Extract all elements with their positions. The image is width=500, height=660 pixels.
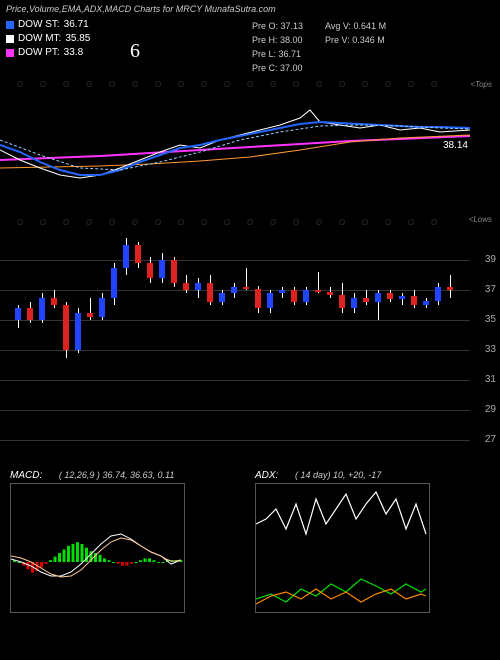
- macd-label: MACD: ( 12,26,9 ) 36.74, 36.63, 0.11: [10, 470, 240, 481]
- stat-o: Pre O: 37.13: [252, 20, 323, 32]
- stat-prev: Pre V: 0.346 M: [325, 34, 406, 46]
- grid-label: 39: [485, 254, 496, 265]
- grid-label: 33: [485, 344, 496, 355]
- stats-block: Pre O: 37.13Avg V: 0.641 M Pre H: 38.00P…: [250, 18, 408, 76]
- grid-label: 37: [485, 284, 496, 295]
- grid-label: 35: [485, 314, 496, 325]
- big-number: 6: [130, 40, 140, 63]
- stat-avgv: Avg V: 0.641 M: [325, 20, 406, 32]
- legend-st-value: 36.71: [64, 18, 89, 32]
- stat-h: Pre H: 38.00: [252, 34, 323, 46]
- legend-pt-label: DOW PT:: [18, 46, 60, 60]
- line-chart-panel: 38.14: [0, 90, 470, 200]
- macd-params: ( 12,26,9 ) 36.74, 36.63, 0.11: [59, 470, 174, 480]
- legend-st-label: DOW ST:: [18, 18, 60, 32]
- grid-label: 31: [485, 374, 496, 385]
- legend-mt-label: DOW MT:: [18, 32, 61, 46]
- grid-label: 29: [485, 404, 496, 415]
- macd-panel: MACD: ( 12,26,9 ) 36.74, 36.63, 0.11: [10, 470, 240, 613]
- adx-panel: ADX: ( 14 day) 10, +20, -17: [255, 470, 485, 613]
- legend-block: DOW ST: 36.71 DOW MT: 35.85 DOW PT: 33.8: [6, 18, 90, 60]
- legend-st: DOW ST: 36.71: [6, 18, 90, 32]
- lows-label: <Lows: [469, 215, 492, 224]
- chart-title: Price,Volume,EMA,ADX,MACD Charts for MRC…: [6, 4, 276, 14]
- grid-label: 27: [485, 434, 496, 445]
- legend-pt: DOW PT: 33.8: [6, 46, 90, 60]
- swatch-st: [6, 21, 14, 29]
- adx-name: ADX:: [255, 470, 278, 481]
- swatch-pt: [6, 49, 14, 57]
- stat-l: Pre L: 36.71: [252, 48, 323, 60]
- axis-markers-top: ʘʘʘʘʘʘʘʘʘʘʘʘʘʘʘʘʘʘʘ: [10, 80, 460, 89]
- legend-mt-value: 35.85: [65, 32, 90, 46]
- axis-markers-mid: ʘʘʘʘʘʘʘʘʘʘʘʘʘʘʘʘʘʘʘ: [10, 218, 460, 227]
- adx-box: [255, 483, 430, 613]
- macd-box: [10, 483, 185, 613]
- swatch-mt: [6, 35, 14, 43]
- adx-label: ADX: ( 14 day) 10, +20, -17: [255, 470, 485, 481]
- price-label-right: 38.14: [443, 140, 468, 151]
- candle-chart-panel: 39 37 35 33 31 29 27: [0, 230, 500, 450]
- tops-label: <Tops: [470, 80, 492, 89]
- legend-mt: DOW MT: 35.85: [6, 32, 90, 46]
- stat-c: Pre C: 37.00: [252, 62, 323, 74]
- legend-pt-value: 33.8: [64, 46, 83, 60]
- adx-params: ( 14 day) 10, +20, -17: [295, 470, 381, 480]
- macd-name: MACD:: [10, 470, 42, 481]
